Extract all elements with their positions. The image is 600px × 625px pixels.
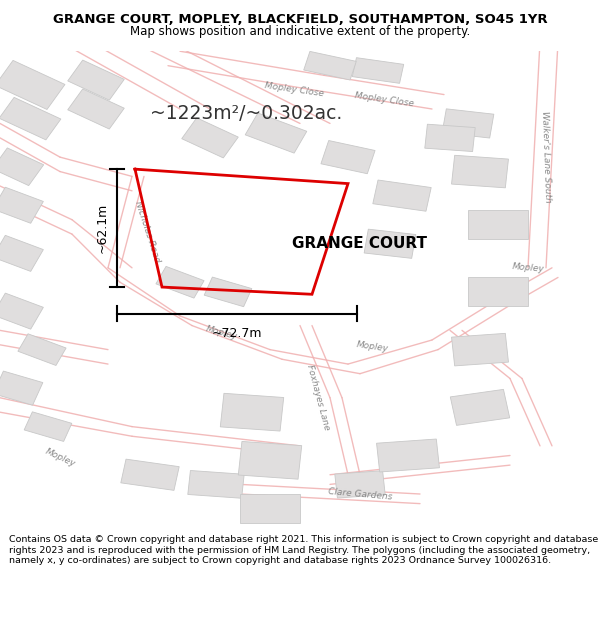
Polygon shape bbox=[182, 118, 238, 158]
Text: GRANGE COURT, MOPLEY, BLACKFIELD, SOUTHAMPTON, SO45 1YR: GRANGE COURT, MOPLEY, BLACKFIELD, SOUTHA… bbox=[53, 12, 547, 26]
Polygon shape bbox=[121, 459, 179, 491]
Polygon shape bbox=[0, 61, 65, 109]
Polygon shape bbox=[442, 109, 494, 138]
Polygon shape bbox=[452, 333, 508, 366]
Polygon shape bbox=[68, 89, 124, 129]
Polygon shape bbox=[425, 124, 475, 151]
Polygon shape bbox=[156, 266, 204, 298]
Text: ~72.7m: ~72.7m bbox=[212, 328, 262, 340]
Polygon shape bbox=[18, 334, 66, 366]
Polygon shape bbox=[468, 278, 528, 306]
Polygon shape bbox=[450, 389, 510, 426]
Text: ~1223m²/~0.302ac.: ~1223m²/~0.302ac. bbox=[150, 104, 342, 123]
Polygon shape bbox=[188, 471, 244, 498]
Polygon shape bbox=[0, 371, 43, 405]
Polygon shape bbox=[238, 441, 302, 479]
Text: Mopley Close: Mopley Close bbox=[354, 91, 414, 108]
Text: GRANGE COURT: GRANGE COURT bbox=[293, 236, 427, 251]
Polygon shape bbox=[352, 58, 404, 83]
Polygon shape bbox=[0, 293, 43, 329]
Polygon shape bbox=[0, 188, 43, 223]
Polygon shape bbox=[452, 155, 508, 188]
Polygon shape bbox=[220, 393, 284, 431]
Polygon shape bbox=[321, 141, 375, 174]
Text: Contains OS data © Crown copyright and database right 2021. This information is : Contains OS data © Crown copyright and d… bbox=[9, 535, 598, 565]
Text: Mopley: Mopley bbox=[43, 447, 77, 469]
Text: ~62.1m: ~62.1m bbox=[95, 203, 109, 253]
Polygon shape bbox=[68, 60, 124, 100]
Text: Foxhayes Lane: Foxhayes Lane bbox=[305, 364, 331, 431]
Text: Mopley: Mopley bbox=[355, 341, 389, 354]
Polygon shape bbox=[304, 51, 356, 80]
Polygon shape bbox=[204, 277, 252, 307]
Text: Nicholas Road: Nicholas Road bbox=[133, 200, 161, 264]
Polygon shape bbox=[0, 148, 44, 186]
Polygon shape bbox=[335, 471, 385, 498]
Polygon shape bbox=[245, 113, 307, 153]
Polygon shape bbox=[0, 236, 43, 271]
Text: Walker's Lane South: Walker's Lane South bbox=[540, 111, 552, 203]
Polygon shape bbox=[468, 210, 528, 239]
Text: Clare Gardens: Clare Gardens bbox=[328, 487, 392, 501]
Text: Mopley: Mopley bbox=[511, 262, 545, 274]
Polygon shape bbox=[373, 180, 431, 211]
Polygon shape bbox=[0, 98, 61, 140]
Polygon shape bbox=[377, 439, 439, 472]
Text: Mopley: Mopley bbox=[205, 324, 239, 341]
Text: Map shows position and indicative extent of the property.: Map shows position and indicative extent… bbox=[130, 26, 470, 39]
Text: Mopley Close: Mopley Close bbox=[264, 81, 324, 98]
Polygon shape bbox=[240, 494, 300, 523]
Polygon shape bbox=[364, 229, 416, 258]
Polygon shape bbox=[24, 412, 72, 441]
